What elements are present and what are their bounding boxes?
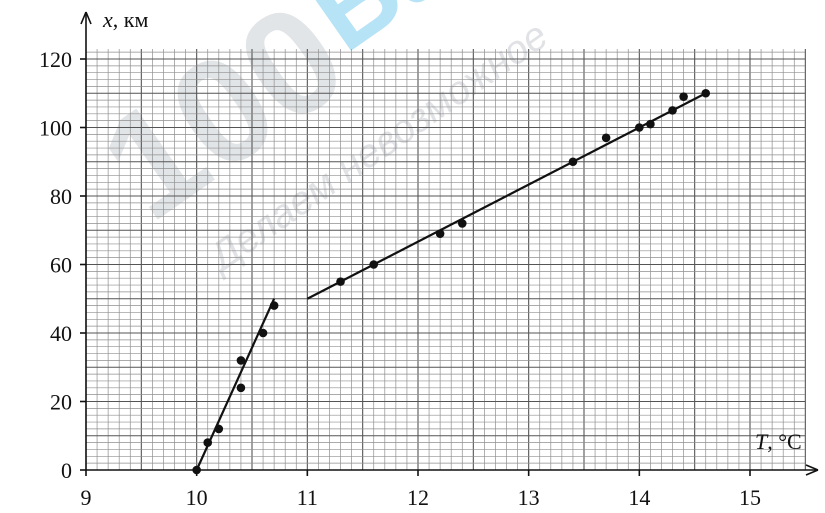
y-tick-label: 40 [50, 321, 72, 346]
x-axis-arrow [805, 464, 819, 476]
x-tick-label: 11 [297, 485, 318, 510]
y-tick-label: 100 [39, 116, 72, 141]
data-point [435, 229, 445, 238]
y-tick-label: 120 [39, 47, 72, 72]
x-tick-label: 15 [739, 485, 761, 510]
data-point [236, 383, 246, 393]
watermark: 100 Ба Делаем невозможное [72, 0, 556, 282]
y-tick-label: 80 [50, 184, 72, 209]
x-axis-var: T [755, 429, 769, 454]
y-axis-arrow [80, 11, 92, 25]
data-point [679, 92, 688, 101]
x-axis-unit: , °C [767, 429, 801, 454]
data-point [192, 465, 201, 475]
watermark-main: 100 [72, 0, 373, 251]
y-axis-unit: , км [113, 7, 149, 32]
y-tick-label: 60 [50, 253, 72, 278]
x-tick-label: 12 [407, 485, 429, 510]
x-tick-label: 10 [186, 485, 208, 510]
x-tick-labels: 9 10 11 12 13 14 15 [81, 470, 761, 510]
x-tick-label: 14 [628, 485, 650, 510]
data-point [258, 328, 268, 338]
data-point [668, 106, 677, 115]
x-tick-label: 13 [518, 485, 540, 510]
data-point [568, 157, 578, 167]
data-point [646, 119, 655, 129]
data-point [457, 219, 467, 228]
y-axis-var: x [102, 7, 113, 32]
data-point [336, 277, 345, 286]
y-tick-labels: 0 20 40 60 80 100 120 [39, 47, 86, 483]
axes [80, 11, 819, 476]
data-point [236, 356, 246, 365]
data-point [369, 260, 379, 269]
x-axis-label: T, °C [755, 429, 802, 454]
x-tick-label: 9 [81, 485, 92, 510]
data-point [203, 438, 213, 447]
y-tick-label: 20 [50, 390, 72, 415]
y-axis-label: x, км [102, 7, 148, 32]
data-point [214, 424, 224, 434]
y-tick-label: 0 [61, 458, 72, 483]
data-point [635, 123, 644, 132]
grid [85, 49, 806, 471]
data-point [701, 88, 711, 98]
data-point [601, 133, 611, 143]
data-point [269, 301, 279, 310]
data-points [192, 88, 711, 475]
